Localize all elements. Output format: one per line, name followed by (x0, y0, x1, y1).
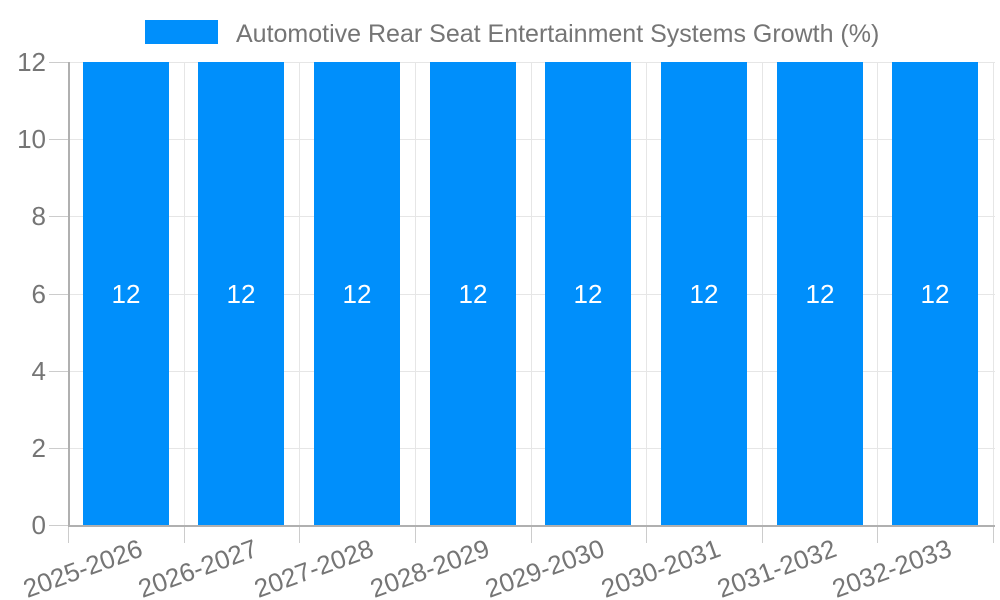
x-tick-mark (762, 525, 763, 543)
x-tick-mark (993, 525, 994, 543)
bar[interactable] (892, 62, 978, 525)
x-axis-tick-label: 2032-2033 (827, 533, 955, 600)
x-axis-tick-label: 2027-2028 (249, 533, 377, 600)
x-tick-mark (877, 525, 878, 543)
x-axis-tick-label: 2026-2027 (133, 533, 261, 600)
bar-value-label: 12 (226, 279, 256, 309)
y-axis-tick-label: 10 (17, 124, 46, 154)
legend-swatch (145, 20, 218, 44)
y-tick-mark (49, 525, 68, 526)
y-tick-mark (49, 371, 68, 372)
x-axis-line (68, 525, 995, 527)
x-axis-tick-label: 2030-2031 (596, 533, 724, 600)
bar[interactable] (83, 62, 169, 525)
y-axis-tick-label: 8 (31, 201, 46, 231)
y-axis-tick-label: 12 (17, 47, 46, 77)
category-boundary-gridline (762, 62, 763, 525)
y-tick-mark (49, 294, 68, 295)
bar[interactable] (777, 62, 863, 525)
y-axis-tick-label: 0 (31, 510, 46, 540)
bar[interactable] (314, 62, 400, 525)
x-tick-mark (68, 525, 69, 543)
y-tick-mark (49, 62, 68, 63)
x-tick-mark (184, 525, 185, 543)
category-boundary-gridline (184, 62, 185, 525)
bar-value-label: 12 (111, 279, 141, 309)
bar[interactable] (545, 62, 631, 525)
category-boundary-gridline (993, 62, 994, 525)
x-axis-tick-label: 2028-2029 (365, 533, 493, 600)
bar-value-label: 12 (458, 279, 488, 309)
x-tick-mark (299, 525, 300, 543)
category-boundary-gridline (877, 62, 878, 525)
category-boundary-gridline (299, 62, 300, 525)
bar[interactable] (430, 62, 516, 525)
y-axis-tick-label: 2 (31, 433, 46, 463)
bar-value-label: 12 (342, 279, 372, 309)
y-tick-mark (49, 216, 68, 217)
x-axis-tick-label: 2025-2026 (18, 533, 146, 600)
bar[interactable] (198, 62, 284, 525)
bar[interactable] (661, 62, 747, 525)
y-tick-mark (49, 139, 68, 140)
category-boundary-gridline (646, 62, 647, 525)
bar-value-label: 12 (573, 279, 603, 309)
bar-value-label: 12 (920, 279, 950, 309)
x-tick-mark (415, 525, 416, 543)
y-tick-mark (49, 448, 68, 449)
y-axis-tick-label: 4 (31, 356, 46, 386)
y-axis-tick-label: 6 (31, 279, 46, 309)
bar-value-label: 12 (805, 279, 835, 309)
chart-title: Automotive Rear Seat Entertainment Syste… (236, 20, 880, 48)
x-axis-tick-label: 2029-2030 (480, 533, 608, 600)
bar-value-label: 12 (689, 279, 719, 309)
category-boundary-gridline (415, 62, 416, 525)
x-tick-mark (646, 525, 647, 543)
category-boundary-gridline (531, 62, 532, 525)
y-axis-line (68, 62, 70, 525)
x-axis-tick-label: 2031-2032 (712, 533, 840, 600)
x-tick-mark (531, 525, 532, 543)
